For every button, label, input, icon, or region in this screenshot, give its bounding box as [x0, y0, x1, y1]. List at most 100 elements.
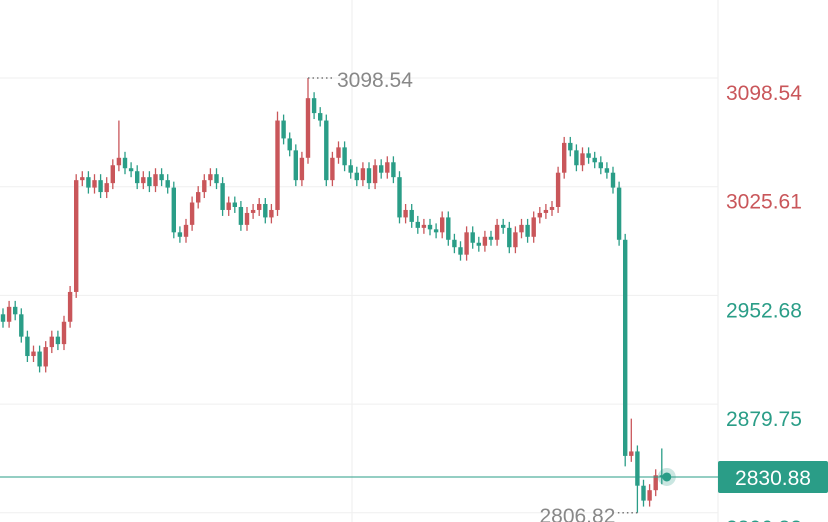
candle-body	[165, 180, 170, 188]
candle-body	[488, 236, 494, 240]
candle-body	[427, 224, 433, 230]
candle-body	[220, 183, 225, 210]
candle-body	[116, 157, 122, 166]
candle-body	[25, 336, 30, 357]
candle-body	[397, 177, 402, 218]
last-price-label: 2830.88	[735, 467, 811, 490]
candle-body	[482, 236, 488, 246]
candle-body	[379, 165, 384, 173]
candle-body	[354, 172, 359, 181]
candle-body	[147, 177, 152, 187]
candle-body	[226, 202, 231, 210]
candle-body	[183, 224, 189, 237]
candle-body	[257, 204, 262, 210]
candle-body	[171, 187, 176, 233]
candle-body	[519, 224, 524, 233]
max-label: 3098.54	[337, 69, 413, 92]
min-label: 2806.82	[539, 505, 615, 522]
grid	[0, 77, 718, 514]
candle-body	[19, 314, 24, 337]
candle-body	[305, 98, 311, 158]
candle-body	[141, 177, 146, 184]
candle-body	[128, 168, 134, 172]
candle-body	[104, 183, 109, 193]
candle-body	[43, 347, 48, 367]
candle-body	[501, 224, 506, 228]
candle-body	[385, 162, 390, 173]
candle-body	[592, 157, 597, 163]
candle-body	[348, 165, 353, 173]
candle-body	[214, 174, 219, 184]
candle-body	[244, 212, 250, 225]
candle-body	[623, 239, 628, 456]
candle-body	[0, 314, 6, 322]
candle-body	[641, 485, 646, 501]
candle-body	[135, 171, 140, 184]
candle-body	[189, 202, 195, 225]
y-tick-label: 2879.75	[726, 408, 802, 431]
candle-body	[202, 180, 207, 193]
candle-body	[13, 306, 18, 315]
candle-body	[110, 165, 115, 184]
candle-body	[263, 204, 268, 218]
candle-body	[324, 120, 329, 181]
candle-body	[531, 217, 536, 237]
candle-body	[336, 147, 341, 158]
candle-body	[470, 232, 475, 243]
candle-body	[55, 336, 61, 345]
candle-body	[458, 247, 463, 255]
candle-body	[232, 202, 237, 207]
candle-body	[549, 206, 555, 210]
candle-body	[31, 351, 36, 357]
candle-body	[409, 209, 414, 222]
candle-body	[281, 120, 286, 139]
candle-body	[366, 168, 372, 184]
candle-body	[67, 291, 73, 322]
candle-body	[342, 147, 347, 166]
candle-body	[299, 157, 305, 181]
candle-body	[574, 150, 579, 166]
candle-body	[61, 321, 67, 345]
candle-body	[122, 157, 128, 169]
candle-body	[153, 174, 158, 187]
candle-body	[507, 227, 512, 248]
candle-body	[98, 180, 103, 193]
candle-body	[318, 113, 323, 121]
candle-body	[238, 206, 244, 225]
candle-body	[403, 209, 408, 218]
candle-body	[647, 490, 652, 501]
candle-body	[659, 475, 664, 477]
candle-body	[287, 138, 292, 151]
candle-body	[330, 157, 335, 181]
candle-body	[604, 168, 610, 173]
candle-body	[421, 224, 427, 228]
candle-body	[37, 351, 42, 367]
candle-body	[446, 217, 451, 240]
candle-body	[92, 180, 97, 188]
candle-body	[177, 232, 183, 237]
candle-body	[580, 153, 585, 166]
candle-body	[464, 232, 469, 255]
candle-body	[275, 120, 280, 210]
candle-body	[269, 209, 274, 218]
candle-body	[250, 209, 256, 213]
candle-body	[555, 172, 561, 207]
candle-body	[311, 98, 317, 114]
last-price-dot	[662, 472, 672, 482]
candle-body	[543, 209, 549, 213]
candle-body	[415, 221, 420, 228]
candle-body	[86, 177, 91, 188]
candle-body	[494, 224, 500, 240]
candle-body	[6, 306, 12, 322]
candle-body	[586, 153, 591, 158]
candle-body	[653, 475, 658, 491]
candle-body	[598, 162, 603, 169]
candle-body	[568, 142, 573, 151]
candle-body	[440, 217, 445, 233]
candle-body	[159, 174, 164, 181]
last-price-box	[718, 460, 828, 493]
candle-body	[293, 150, 298, 181]
candle-body	[525, 224, 530, 237]
candle-body	[74, 180, 79, 292]
